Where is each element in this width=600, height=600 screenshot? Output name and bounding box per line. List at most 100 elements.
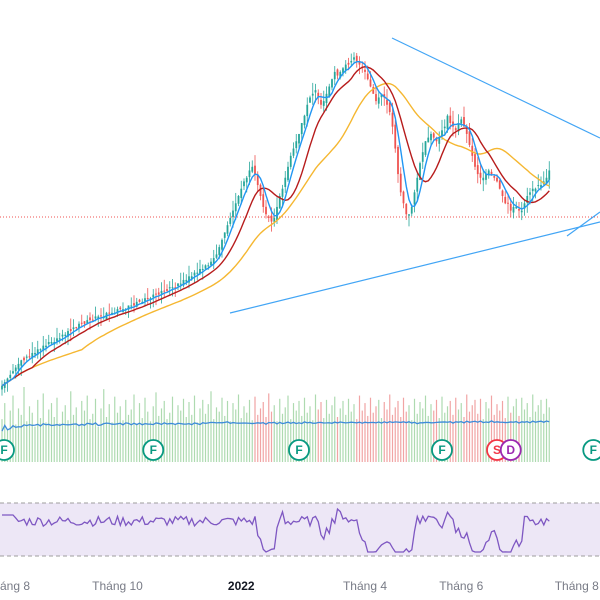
candle-body [201,269,204,270]
event-marker-f[interactable]: F [142,439,165,461]
moving-averages [1,61,550,387]
candle-body [232,210,234,218]
candle-body [174,287,177,289]
volume-bar [361,410,363,462]
candle-body [240,188,243,199]
volume-bar [70,391,72,462]
volume-bar [526,403,528,462]
event-marker-f[interactable]: F [431,439,453,461]
candle-body [424,141,427,155]
candle-body [501,190,504,196]
rsi-band [0,503,600,556]
volume-bar [78,424,80,462]
candle-body [218,247,221,255]
candle-body [350,60,353,63]
event-marker-label: F [590,443,597,457]
volume-bar [457,409,460,462]
volume-bar [397,400,399,462]
candle-body [468,131,471,145]
candle-body [355,55,358,61]
candle-body [364,69,366,72]
candle-body [504,196,507,204]
volume-bar [221,397,223,462]
volume-bar [86,395,88,462]
volume-bar [218,411,220,462]
volume-bar [507,396,509,462]
candle-body [20,360,23,366]
event-marker-f[interactable]: F [0,439,15,461]
candle-body [366,73,369,80]
candle-body [278,196,281,209]
candle-body [45,345,47,348]
volume-bar [136,423,138,462]
volume-bar [273,405,275,462]
candle-body [155,293,157,295]
ma-fast-line [1,61,550,387]
volume-bar [114,396,116,462]
volume-bar [180,410,182,462]
volume-bar [196,422,198,462]
candle-body [199,269,201,274]
event-marker-circle [582,439,600,461]
volume-bar [375,406,377,462]
candle-body [295,141,298,149]
volume-bar [119,406,121,462]
volume-bar [356,419,358,462]
candle-body [465,127,468,134]
volume-bar [496,404,498,462]
candle-body [210,261,212,266]
volume-bar [279,398,281,462]
candle-body [416,177,419,192]
volume-bar [94,398,97,462]
candle-body [273,217,276,222]
volume-bar [111,422,113,462]
volume-bar [20,414,22,462]
candle-body [306,104,309,117]
volume-bar [229,421,231,462]
volume-bar [292,403,295,462]
candle-body [498,180,501,189]
volume-bar [411,420,413,462]
candle-body [221,239,223,250]
volume-bar [301,415,303,462]
candle-body [23,357,25,361]
volume-bar [262,402,264,462]
volume-bar [383,402,385,462]
event-marker-label: F [150,443,157,457]
candle-body [166,289,168,291]
candle-body [1,385,3,390]
candle-body [47,342,50,345]
candle-body [512,206,515,213]
volume-bar [416,413,418,462]
volume-bar [152,406,154,462]
volume-bar [334,396,336,462]
volume-bar [490,395,493,462]
volume-bar [400,417,402,462]
event-marker-d[interactable]: D [499,439,522,461]
event-marker-f[interactable]: F [288,439,310,461]
volume-bar [521,397,523,462]
candle-body [100,315,102,317]
candle-body [353,57,355,60]
candle-body [265,206,267,215]
event-marker-f[interactable]: F [582,439,600,461]
volume-bar [251,420,253,462]
trendline-support [229,221,600,314]
trendline-resistance [391,37,600,139]
candle-body [243,181,245,187]
volume-bar [75,407,77,462]
volume-bar [347,398,350,462]
volume-bar [405,411,407,462]
candle-body [185,279,188,282]
volume-bar [369,397,372,462]
trendlines [229,37,600,314]
volume-bar [17,408,20,462]
candle-body [58,338,61,340]
volume-bar [378,399,380,462]
volume-bar [270,411,273,462]
volume-bar [372,412,374,462]
volume-bar [424,395,427,462]
